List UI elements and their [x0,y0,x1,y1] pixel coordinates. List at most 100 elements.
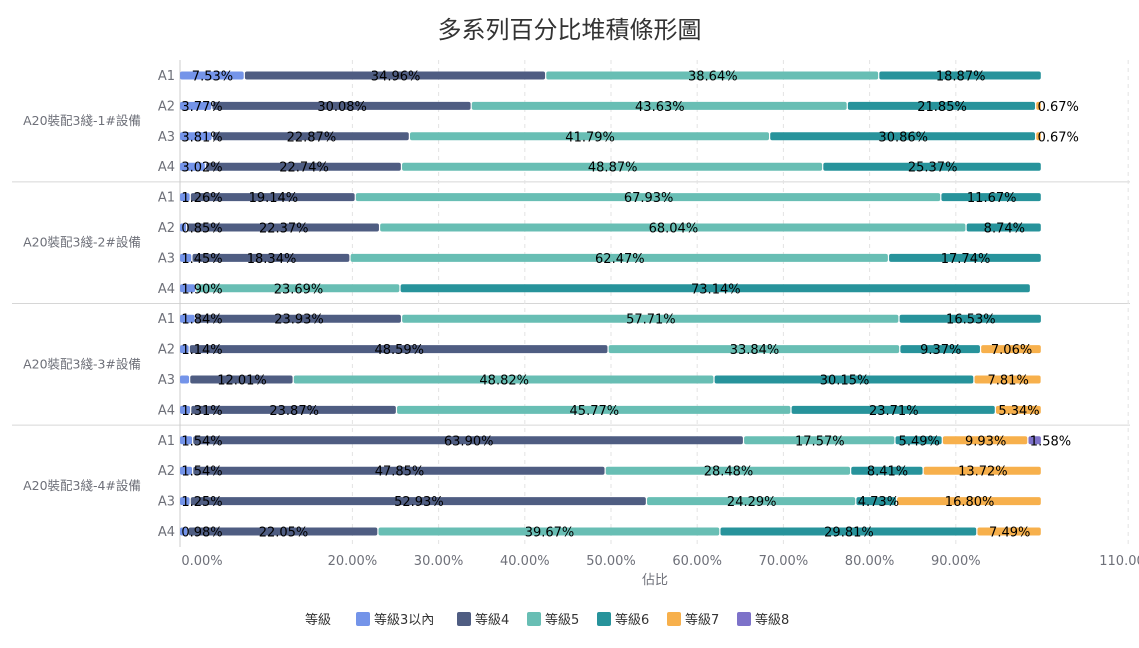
category-label: A4 [158,403,175,418]
data-label: 7.81% [988,374,1029,389]
bar-segment [180,223,187,232]
category-label: A1 [158,434,175,449]
group-label: A20裝配3綫-2#設備 [23,235,141,250]
data-label: 63.90% [444,434,494,449]
data-label: 34.96% [371,70,421,85]
bar-segment [402,162,823,171]
data-label: 30.15% [820,374,870,389]
data-label: 1.45% [181,252,222,267]
data-label: 7.06% [991,343,1032,358]
category-label: A2 [158,221,175,236]
x-tick-label: 80.00% [845,554,895,569]
bar-segment [180,253,192,262]
bar-segment [191,405,396,414]
data-label: 3.81% [181,130,222,145]
legend-swatch [667,612,681,626]
bar-segment [791,405,995,414]
data-label: 17.74% [941,252,991,267]
data-label: 41.79% [565,130,615,145]
bar-segment [350,253,888,262]
bar-segment [974,375,1041,384]
bar-segment [977,527,1041,536]
category-label: A3 [158,130,175,145]
data-label: 0.85% [181,222,222,237]
bar-segment [189,345,608,354]
data-label: 3.77% [181,100,222,115]
x-tick-label: 0.00% [181,554,222,569]
data-label: 22.87% [287,130,337,145]
data-label: 43.63% [635,100,685,115]
group-label: A20裝配3綫-1#設備 [23,113,141,128]
legend-title: 等級 [305,612,331,628]
data-label: 1.14% [181,343,222,358]
bar-segment [897,497,1041,506]
bar-segment [1036,132,1041,141]
bar-segment [180,71,244,80]
bar-segment [188,527,378,536]
bar-segment [378,527,720,536]
bar-segment [851,466,923,475]
data-label: 7.53% [192,70,233,85]
bar-segment [355,193,941,202]
data-label: 7.49% [989,526,1030,541]
legend-label: 等級5 [545,612,579,628]
data-label: 52.93% [394,495,444,510]
category-label: A1 [158,191,175,206]
data-label: 13.72% [958,465,1008,480]
chart-title: 多系列百分比堆積條形圖 [437,16,702,44]
bar-segment [941,193,1041,202]
group-label: A20裝配3綫-4#設備 [23,478,141,493]
data-label: 73.14% [691,282,741,297]
data-label: 21.85% [917,100,967,115]
bar-segment [856,497,896,506]
bar-segment [823,162,1041,171]
bar-segment [195,314,401,323]
data-label: 17.57% [795,434,845,449]
bar-segment [180,375,190,384]
bar-segment [605,466,851,475]
bar-segment [180,497,190,506]
category-label: A4 [158,282,175,297]
bar-segment [889,253,1041,262]
x-tick-label: 40.00% [500,554,550,569]
data-label: 18.34% [247,252,297,267]
bar-segment [180,162,205,171]
bar-segment [942,436,1028,445]
bar-segment [193,436,743,445]
data-label: 1.26% [181,191,222,206]
bar-segment [770,132,1036,141]
category-label: A1 [158,312,175,327]
bar-segment [847,101,1036,110]
bar-segment [546,71,879,80]
data-label: 28.48% [704,465,754,480]
category-label: A3 [158,251,175,266]
x-tick-label: 20.00% [328,554,378,569]
legend-label: 等級3以內 [374,612,434,628]
data-label: 47.85% [375,465,425,480]
bar-segment [180,527,188,536]
data-label: 24.29% [727,495,777,510]
data-label: 19.14% [249,191,299,206]
data-label: 1.84% [181,313,222,328]
bar-segment [180,314,195,323]
category-label: A3 [158,495,175,510]
legend-swatch [457,612,471,626]
data-label: 29.81% [824,526,874,541]
category-label: A4 [158,525,175,540]
bar-segment [714,375,974,384]
bar-segment [180,132,212,141]
bar-segment [380,223,966,232]
bar-segment [400,284,1030,293]
bar-segment [1036,101,1041,110]
category-label: A2 [158,464,175,479]
bar-segment [187,223,379,232]
data-label: 8.74% [984,222,1025,237]
legend-label: 等級4 [475,612,509,628]
bar-segment [244,71,546,80]
legend-swatch [527,612,541,626]
x-tick-label: 50.00% [586,554,636,569]
data-label: 33.84% [730,343,780,358]
data-label: 25.37% [908,161,958,176]
data-label: 22.37% [259,222,309,237]
